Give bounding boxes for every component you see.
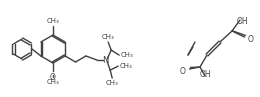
Text: OH: OH [236,17,248,26]
Text: OH: OH [199,70,211,79]
Text: CH₃: CH₃ [47,18,59,24]
Text: O: O [248,35,254,43]
Text: CH₃: CH₃ [47,79,59,85]
Text: CH₃: CH₃ [120,52,133,58]
Text: CH₃: CH₃ [119,63,132,69]
Text: CH₃: CH₃ [106,80,119,86]
Text: N: N [102,56,108,65]
Text: CH₃: CH₃ [102,34,115,40]
Text: O: O [50,73,56,82]
Text: O: O [180,67,186,75]
